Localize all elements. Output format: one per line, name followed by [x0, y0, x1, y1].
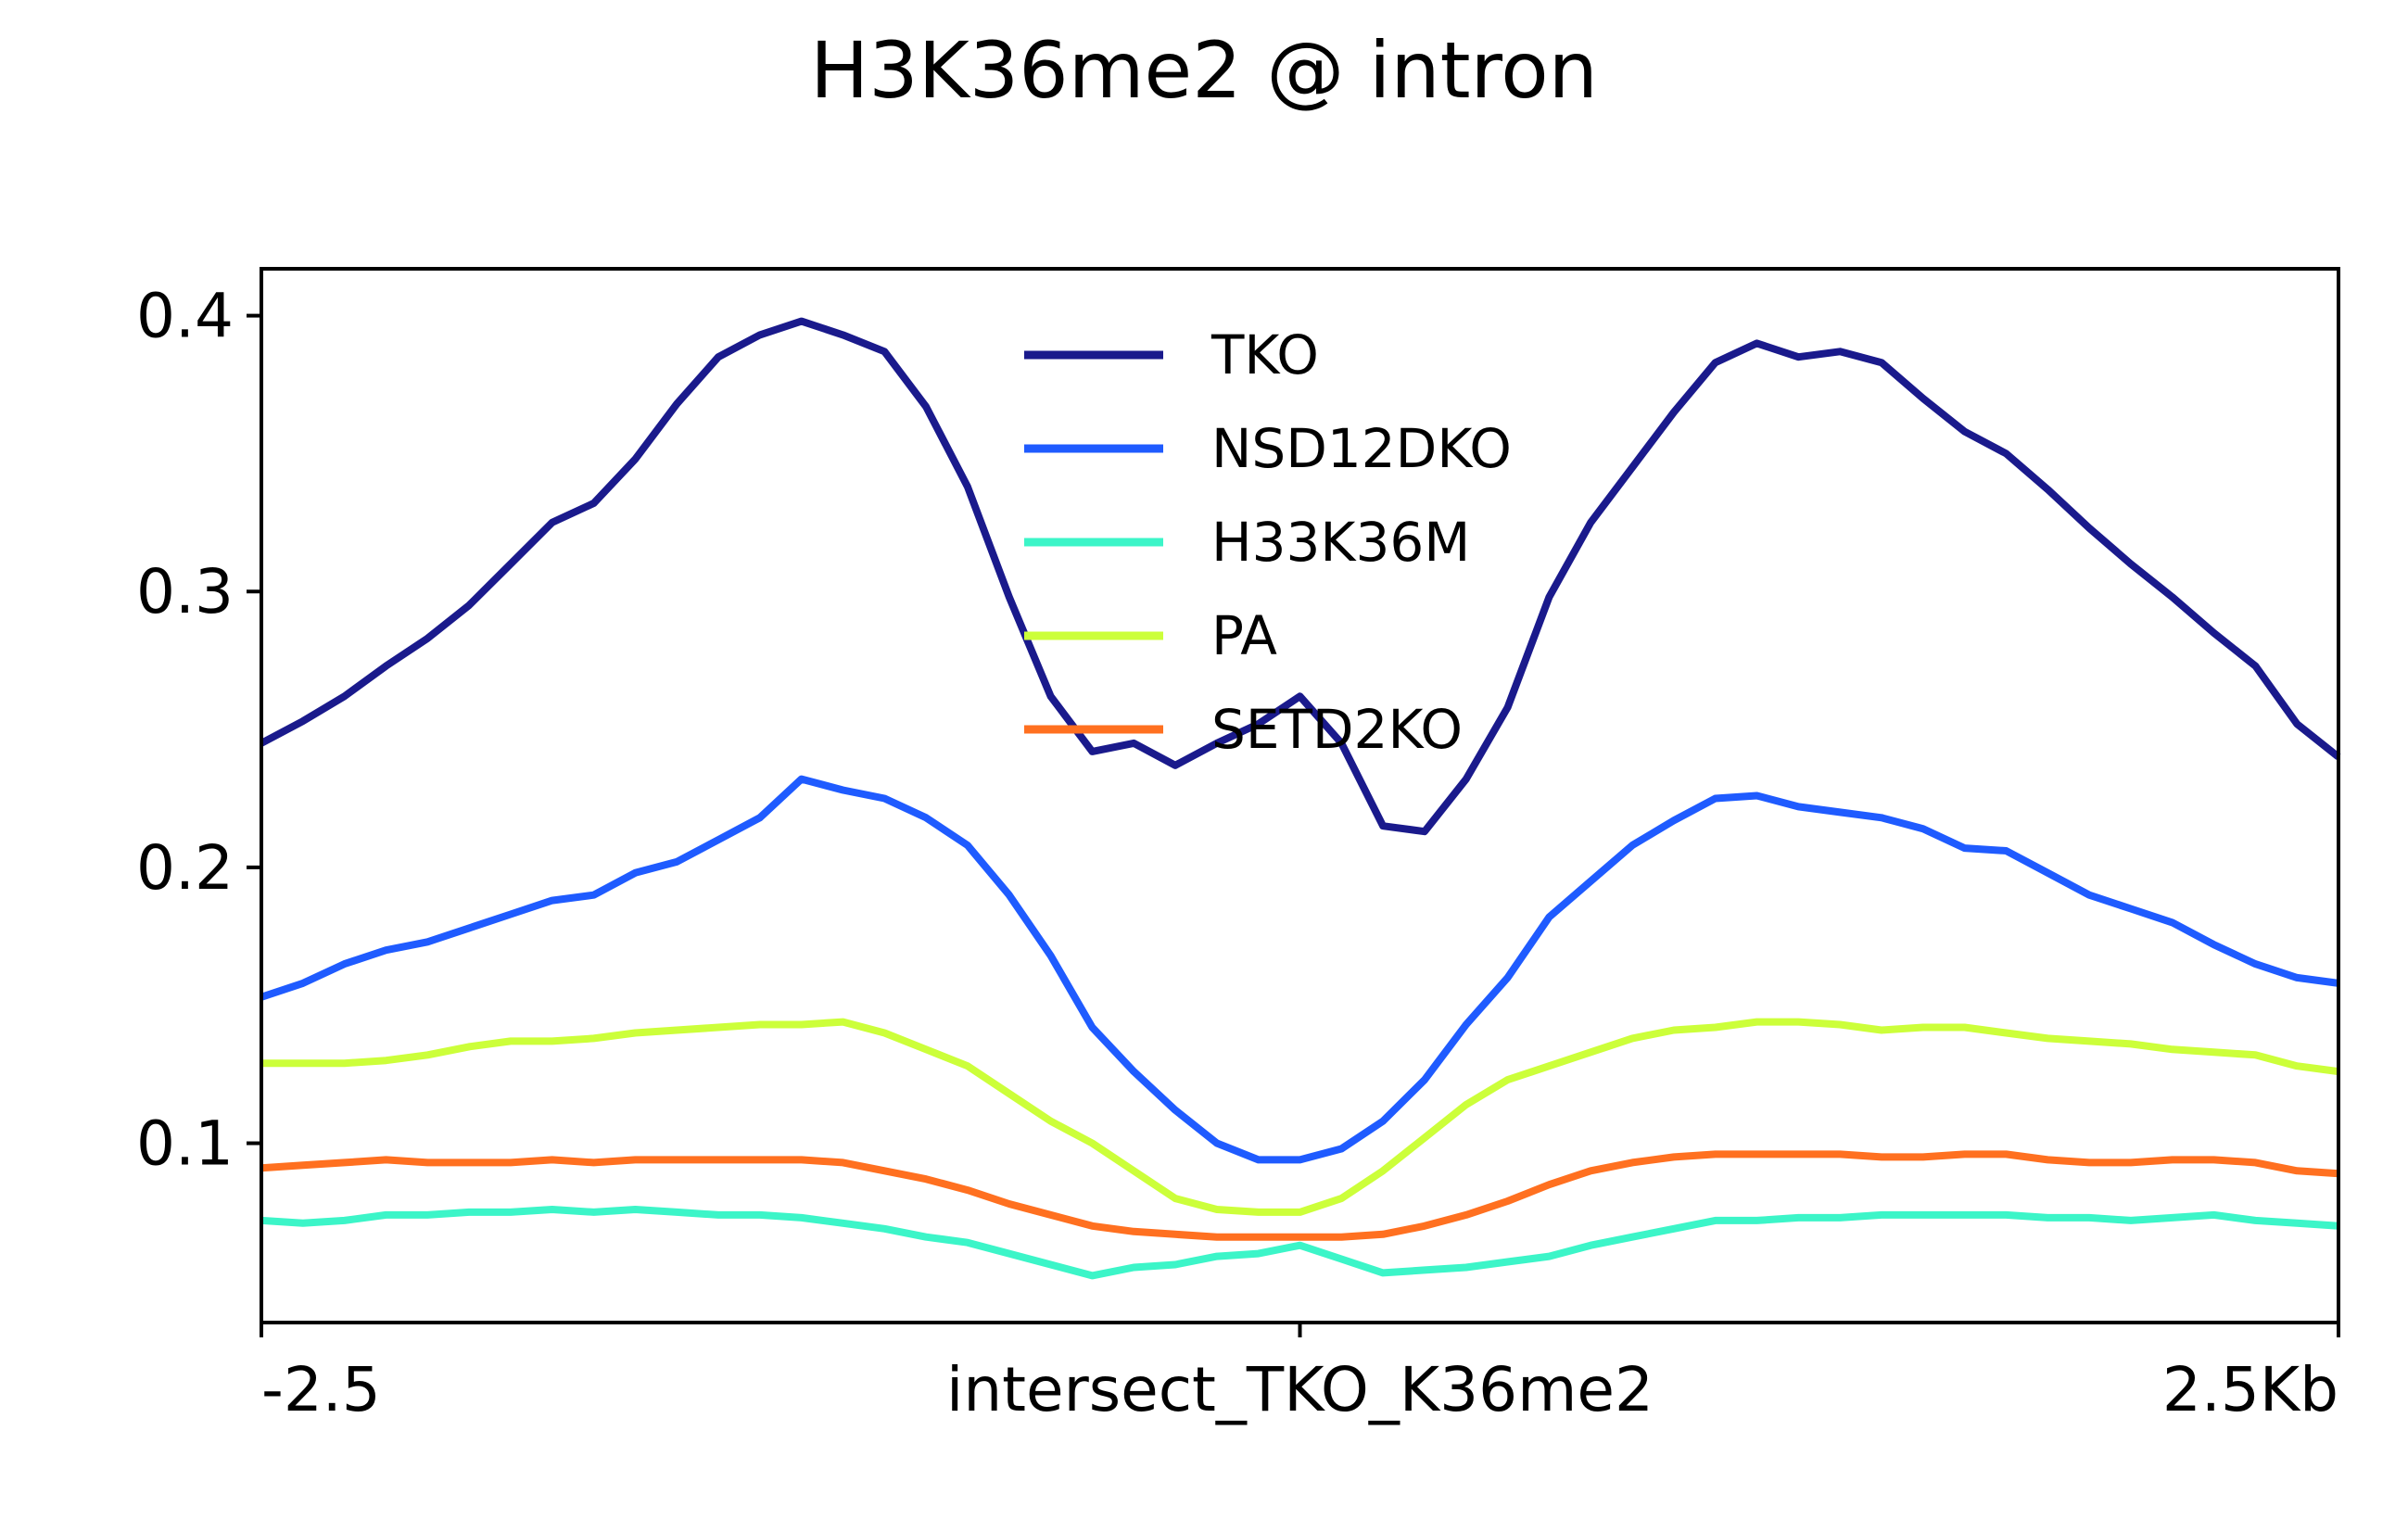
- x-tick-label: 2.5Kb: [2162, 1354, 2338, 1425]
- legend: TKO NSD12DKO H33K36M PA SETD2KO: [1024, 323, 1512, 761]
- series-line-pa: [261, 1018, 2339, 1216]
- legend-label: SETD2KO: [1211, 698, 1463, 761]
- series-line-tko: [260, 317, 2341, 836]
- plot-frame: [260, 267, 2340, 1324]
- y-tick-label: 0.4: [136, 281, 234, 352]
- y-tick-label: 0.1: [136, 1108, 234, 1180]
- y-axis: 0.1 0.2 0.3 0.4: [136, 281, 261, 1180]
- legend-label: H33K36M: [1211, 511, 1470, 574]
- legend-label: PA: [1211, 604, 1277, 667]
- series-line-setd2ko: [260, 1150, 2339, 1241]
- y-tick-label: 0.3: [136, 556, 234, 627]
- y-tick-label: 0.2: [136, 832, 234, 904]
- chart-title: H3K36me2 @ intron: [810, 25, 1598, 116]
- series-line-nsd12dko: [260, 775, 2339, 1164]
- series-line-h33k36m: [260, 1206, 2339, 1280]
- legend-label: TKO: [1210, 323, 1319, 386]
- x-tick-label: -2.5: [261, 1354, 381, 1425]
- legend-label: NSD12DKO: [1211, 417, 1512, 480]
- series-layer: [260, 317, 2341, 1280]
- x-tick-label: intersect_TKO_K36me2: [946, 1354, 1654, 1425]
- x-axis: -2.5 intersect_TKO_K36me2 2.5Kb: [260, 1323, 2340, 1425]
